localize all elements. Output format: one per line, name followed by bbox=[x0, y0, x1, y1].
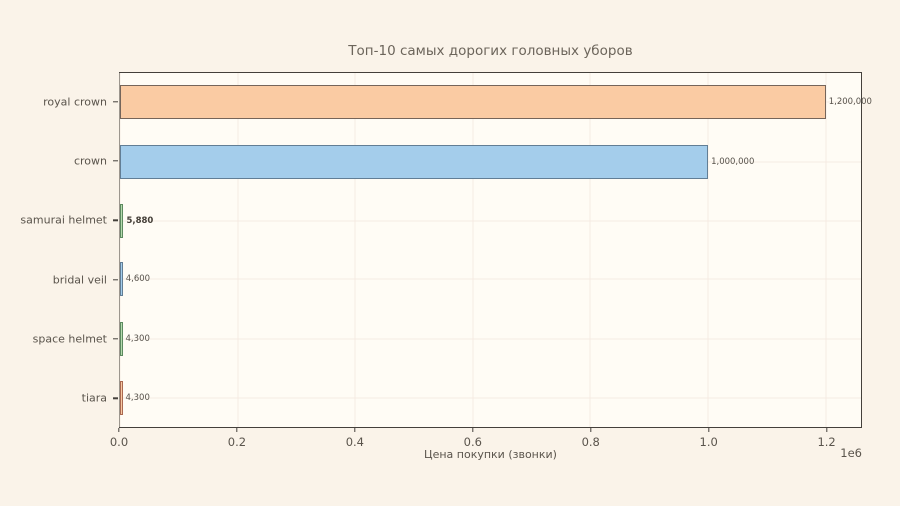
y-tick-label: tiara bbox=[81, 391, 107, 405]
bar-value-label: 5,880 bbox=[126, 215, 154, 226]
plot-area: 1,200,000 1,000,000 5,880 4,600 4,300 4,300 bbox=[119, 72, 872, 428]
bar-bridal-veil bbox=[120, 262, 123, 297]
bar-crown bbox=[120, 144, 709, 179]
bar-tiara bbox=[120, 380, 123, 415]
gridline-vertical bbox=[119, 73, 121, 427]
bar-value-label: 4,300 bbox=[125, 392, 150, 403]
y-tick-label: royal crown bbox=[43, 95, 107, 109]
x-tick-mark bbox=[707, 428, 710, 432]
bar-space-helmet bbox=[120, 321, 123, 356]
y-tick-mark bbox=[113, 338, 118, 340]
x-axis-offset-label: 1e6 bbox=[840, 446, 862, 460]
y-tick-label: bridal veil bbox=[52, 273, 107, 287]
y-tick-mark bbox=[113, 160, 118, 162]
x-axis-label: Цена покупки (звонки) bbox=[424, 448, 557, 461]
chart-title: Топ-10 самых дорогих головных уборов bbox=[348, 43, 633, 59]
gridline-vertical bbox=[707, 73, 709, 427]
bar-value-label: 4,300 bbox=[125, 333, 150, 344]
x-tick-label: 0.6 bbox=[463, 435, 482, 449]
y-tick-mark bbox=[113, 100, 118, 103]
x-tick-mark bbox=[472, 428, 474, 432]
bar-value-label: 1,000,000 bbox=[711, 156, 755, 167]
gridline-vertical bbox=[472, 73, 474, 427]
x-tick-label: 1.2 bbox=[817, 435, 836, 449]
x-tick-label: 1.0 bbox=[699, 435, 718, 449]
y-tick-mark bbox=[113, 278, 118, 281]
y-tick-label: space helmet bbox=[32, 332, 107, 346]
gridline-horizontal bbox=[120, 220, 861, 221]
x-tick-mark bbox=[118, 428, 120, 432]
y-axis: royal crown crown samurai helmet bridal vei… bbox=[0, 72, 119, 428]
x-tick-mark bbox=[825, 428, 828, 432]
x-tick-mark bbox=[590, 428, 592, 432]
x-tick-label: 0.0 bbox=[109, 435, 129, 449]
bar-royal-crown bbox=[120, 85, 826, 120]
x-tick-mark bbox=[236, 428, 238, 432]
y-tick-label: samurai helmet bbox=[20, 213, 107, 227]
gridline-horizontal bbox=[120, 278, 861, 280]
x-tick-mark bbox=[354, 428, 356, 432]
gridline-vertical bbox=[589, 73, 591, 427]
bar-value-label: 1,200,000 bbox=[828, 97, 872, 108]
x-tick-label: 0.2 bbox=[227, 435, 247, 449]
bar-samurai-helmet bbox=[120, 203, 124, 238]
bar-value-label: 4,600 bbox=[125, 274, 151, 285]
gridline-vertical bbox=[237, 73, 239, 427]
gridline-vertical bbox=[354, 73, 356, 427]
y-tick-label: crown bbox=[73, 154, 107, 168]
y-tick-mark bbox=[113, 219, 118, 222]
x-axis: 0.0 0.2 0.4 0.6 0.8 1.0 1.2 bbox=[110, 428, 862, 454]
y-tick-mark bbox=[113, 397, 118, 400]
x-tick-label: 0.4 bbox=[345, 435, 365, 449]
gridline-horizontal bbox=[120, 338, 861, 339]
gridline-vertical bbox=[825, 73, 827, 427]
gridline-horizontal bbox=[120, 397, 861, 398]
x-tick-label: 0.8 bbox=[581, 435, 600, 449]
